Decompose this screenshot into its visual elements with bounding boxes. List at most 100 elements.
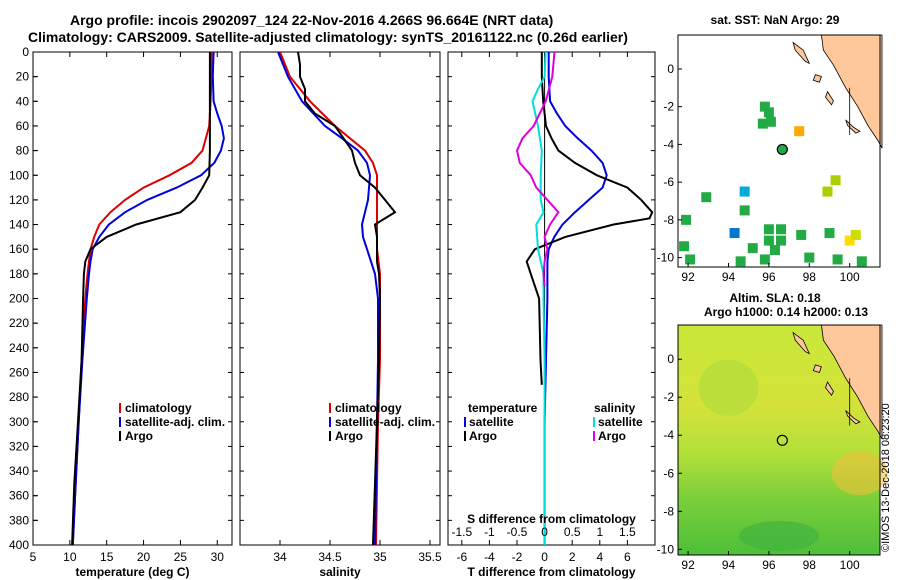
sst-map-profile-marker — [776, 143, 788, 156]
sla-map-title-line2: Argo h1000: 0.14 h2000: 0.13 — [704, 305, 868, 319]
temperature-legend-label: satellite-adj. clim. — [125, 415, 225, 429]
temperature-ytick-label: 300 — [9, 415, 29, 429]
temperature-ytick-label: 240 — [9, 341, 29, 355]
sst-map-argo-point — [844, 235, 855, 246]
difference-legend-label: Argo — [598, 429, 626, 443]
difference-salinity-tick-label: 1 — [596, 525, 603, 539]
figure-title-line2: Climatology: CARS2009. Satellite-adjuste… — [28, 29, 628, 45]
sla-map-ytick-label: -4 — [663, 428, 674, 442]
sla-map-island — [825, 381, 834, 397]
sst-map-xtick-label: 92 — [681, 270, 695, 284]
sst-map-argo-point — [765, 116, 776, 127]
salinity-xtick-label: 35 — [373, 550, 387, 564]
sst-map-frame — [677, 34, 881, 268]
sst-map-argo-point — [822, 186, 833, 197]
sst-map-ytick-label: -6 — [663, 175, 674, 189]
sst-map-island — [792, 41, 811, 65]
sst-map-land — [820, 34, 883, 149]
difference-xtick-label: 6 — [624, 550, 631, 564]
difference-series-t-argo — [525, 52, 654, 385]
sst-map-argo-point — [739, 186, 750, 197]
temperature-panel: 5 10 15 20 25 3002040608010012014016018020022… — [9, 45, 233, 579]
sst-map-argo-point — [794, 126, 805, 137]
temperature-ytick-label: 340 — [9, 464, 29, 478]
temperature-ytick-label: 180 — [9, 267, 29, 281]
difference-legend-title-salinity: salinity — [594, 401, 636, 415]
difference-xtick-label: 0 — [541, 550, 548, 564]
difference-series-s-argo — [515, 51, 560, 287]
temperature-ytick-label: 20 — [16, 70, 30, 84]
sst-map-argo-point — [747, 243, 758, 254]
sst-map-argo-point — [856, 256, 867, 267]
sst-map-island — [812, 74, 822, 83]
temperature-ytick-label: 380 — [9, 513, 29, 527]
sst-map-xtick-label: 94 — [722, 270, 736, 284]
sst-map-argo-point — [763, 235, 774, 246]
difference-salinity-tick-label: 0 — [541, 525, 548, 539]
difference-xtick-label: -4 — [484, 550, 495, 564]
temperature-legend-label: climatology — [125, 401, 192, 415]
temperature-ytick-label: 200 — [9, 292, 29, 306]
temperature-xtick-label: 5 — [30, 550, 37, 564]
sst-map-argo-point — [701, 192, 712, 203]
difference-xtick-label: 2 — [569, 550, 576, 564]
temperature-xtick-label: 10 — [63, 550, 77, 564]
sla-map-island — [792, 331, 811, 355]
sla-map-land — [820, 324, 883, 440]
sst-map-title: sat. SST: NaN Argo: 29 — [711, 13, 840, 27]
temperature-ytick-label: 80 — [16, 144, 30, 158]
difference-legend-label: satellite — [598, 415, 643, 429]
sst-map-argo-point — [729, 228, 740, 239]
temperature-ytick-label: 260 — [9, 365, 29, 379]
sla-map-frame — [677, 324, 881, 556]
temperature-ytick-label: 120 — [9, 193, 29, 207]
temperature-xtick-label: 25 — [174, 550, 188, 564]
sst-map-argo-point — [796, 229, 807, 240]
difference-xtick-label: 4 — [596, 550, 603, 564]
difference-salinity-tick-label: -0.5 — [507, 525, 528, 539]
sst-map-argo-point — [735, 256, 746, 267]
temperature-ytick-label: 40 — [16, 94, 30, 108]
salinity-panel: 34 34.5 35 35.5 salinity climatologysatellite… — [239, 51, 442, 579]
sla-map-island — [845, 410, 861, 425]
sla-map-high-patch — [831, 451, 888, 496]
copyright-stamp: ©IMOS 13-Dec-2018 08:23:20 — [880, 403, 892, 552]
sst-map-argo-point — [763, 224, 774, 235]
salinity-xlabel: salinity — [319, 565, 361, 579]
temperature-ytick-label: 60 — [16, 119, 30, 133]
sst-map-xtick-label: 96 — [762, 270, 776, 284]
temperature-ytick-label: 400 — [9, 538, 29, 552]
difference-salinity-tick-label: 1.5 — [619, 525, 636, 539]
sst-map-island — [825, 90, 834, 106]
temperature-ytick-label: 220 — [9, 316, 29, 330]
difference-panel: -6 -4 -2 0 2 4 6T difference from climatology -… — [447, 51, 656, 579]
sst-map-xtick-label: 98 — [803, 270, 817, 284]
temperature-xtick-label: 20 — [137, 550, 151, 564]
sst-map-argo-point — [830, 175, 841, 186]
salinity-plot-frame — [239, 51, 441, 546]
sla-map-xtick-label: 98 — [803, 558, 817, 572]
sst-map-argo-point — [757, 118, 768, 129]
temperature-ytick-label: 360 — [9, 489, 29, 503]
sst-map-ytick-label: 0 — [667, 62, 674, 76]
salinity-legend-label: satellite-adj. clim. — [335, 415, 435, 429]
salinity-series-argo — [297, 51, 397, 546]
difference-legend-label: satellite — [469, 415, 514, 429]
difference-xlabel: T difference from climatology — [467, 565, 635, 579]
sst-map-argo-point — [832, 254, 843, 265]
sst-map-argo-point — [850, 229, 861, 240]
sla-map-island — [812, 364, 822, 373]
sla-map-ytick-label: -6 — [663, 466, 674, 480]
sla-map-xtick-label: 92 — [681, 558, 695, 572]
difference-plot-frame — [447, 51, 656, 546]
sst-map-ytick-label: -10 — [657, 251, 675, 265]
sla-map-xtick-label: 100 — [840, 558, 860, 572]
temperature-legend-label: Argo — [125, 429, 153, 443]
salinity-xtick-label: 34.5 — [318, 550, 342, 564]
sla-map-ytick-label: -10 — [657, 542, 675, 556]
temperature-xtick-label: 15 — [100, 550, 114, 564]
sla-map-xtick-label: 94 — [722, 558, 736, 572]
sst-map-argo-point — [804, 252, 815, 263]
